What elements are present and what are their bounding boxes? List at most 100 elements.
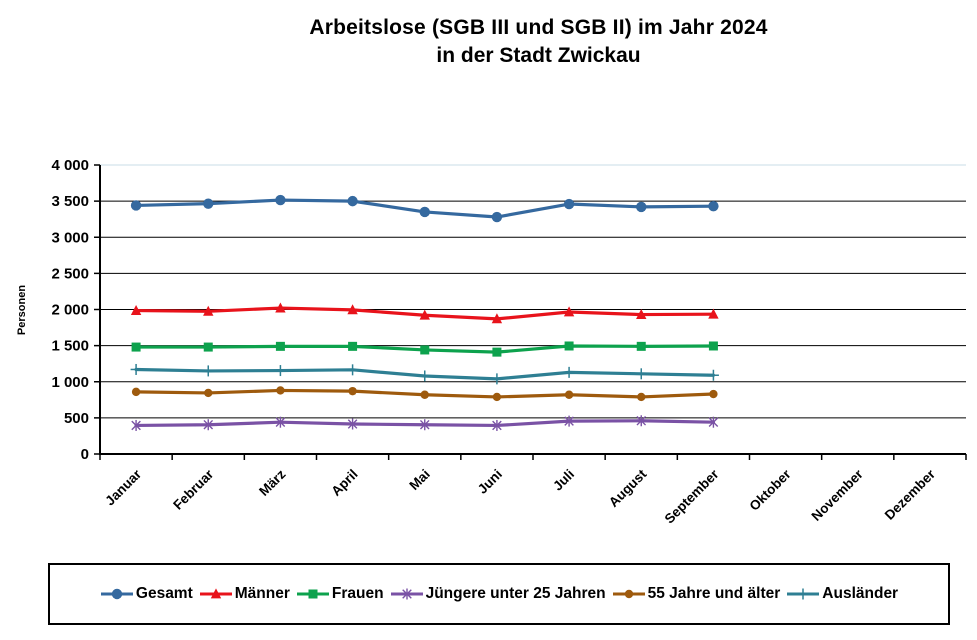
data-point-marker: [275, 302, 286, 313]
legend-label: Männer: [234, 585, 290, 602]
data-point-marker: [420, 390, 429, 399]
data-point-marker: [637, 392, 646, 402]
legend-key-square-icon: [296, 589, 329, 599]
data-point-marker: [707, 369, 719, 381]
data-point-marker: [274, 365, 286, 377]
y-axis-label: 2 500: [51, 265, 89, 282]
series-55-jahre-und-älter: [131, 386, 718, 402]
data-point-marker: [348, 341, 358, 351]
data-point-marker: [709, 389, 718, 399]
series-ausländer: [130, 363, 719, 385]
data-point-marker: [204, 388, 213, 398]
data-point-marker: [130, 200, 142, 211]
data-point-marker: [563, 366, 575, 378]
data-point-marker: [348, 386, 357, 396]
chart-title: Arbeitslose (SGB III und SGB II) im Jahr…: [309, 16, 768, 39]
y-axis-label: 2 000: [51, 302, 89, 319]
series-männer: [130, 302, 719, 324]
data-point-marker: [708, 200, 719, 212]
data-point-marker: [492, 392, 502, 402]
legend-item-frauen: Frauen: [296, 585, 384, 603]
data-point-marker: [797, 588, 809, 600]
legend-key-dot-icon: [612, 589, 645, 599]
y-axis-label: 1 000: [51, 374, 89, 391]
y-axis-label: 0: [81, 446, 89, 463]
y-axis-label: 3 500: [51, 193, 89, 210]
legend-key-circle-icon: [100, 588, 133, 600]
data-point-marker: [308, 589, 318, 599]
data-point-marker: [564, 415, 574, 427]
data-point-marker: [708, 416, 719, 428]
data-point-marker: [564, 390, 574, 399]
x-axis-label: August: [606, 466, 650, 510]
legend-label: Gesamt: [135, 585, 193, 602]
x-axis-label: Juli: [550, 467, 577, 494]
legend-label: Jüngere unter 25 Jahren: [425, 585, 606, 602]
data-point-marker: [276, 386, 285, 395]
data-point-marker: [708, 341, 718, 351]
data-point-marker: [491, 313, 503, 324]
y-axis-label: 4 000: [51, 157, 89, 174]
y-axis-label: 3 000: [51, 229, 89, 246]
data-point-marker: [564, 341, 574, 351]
x-axis-label: September: [662, 466, 722, 526]
legend-key-asterisk-icon: [390, 588, 423, 600]
data-point-marker: [131, 342, 141, 352]
data-point-marker: [275, 194, 286, 206]
data-point-marker: [203, 342, 213, 352]
data-point-marker: [624, 589, 633, 599]
legend-key-plus-icon: [787, 588, 820, 600]
data-point-marker: [347, 304, 358, 315]
data-point-marker: [419, 309, 430, 320]
data-point-marker: [202, 365, 214, 377]
data-point-marker: [636, 415, 647, 427]
y-axis-label: 1 500: [51, 338, 89, 355]
data-point-marker: [419, 419, 430, 431]
legend-item-jüngere-unter-25-jahren: Jüngere unter 25 Jahren: [390, 585, 606, 603]
series-gesamt: [130, 194, 719, 223]
data-point-marker: [131, 419, 141, 431]
line-chart-plot-area: 0 500 1 000 1 500 2 000 2 500 3 000 3 500 4 000 J…: [51, 157, 967, 526]
data-point-marker: [275, 416, 286, 428]
data-point-marker: [401, 588, 412, 600]
legend-item-männer: Männer: [199, 585, 290, 603]
data-point-marker: [491, 373, 503, 385]
data-point-marker: [130, 304, 142, 315]
data-point-marker: [419, 370, 431, 382]
data-point-marker: [130, 363, 142, 375]
data-point-marker: [203, 419, 214, 431]
data-point-marker: [347, 418, 358, 430]
x-axis-label: März: [256, 466, 289, 499]
data-point-marker: [635, 368, 647, 380]
data-point-marker: [636, 308, 647, 319]
data-point-marker: [636, 341, 646, 351]
data-point-marker: [563, 306, 575, 317]
y-axis-label: 500: [64, 410, 89, 427]
data-point-marker: [111, 588, 123, 600]
legend-item-ausländer: Ausländer: [786, 585, 898, 603]
data-point-marker: [275, 341, 285, 351]
x-axis-label: Mai: [406, 467, 433, 494]
data-point-marker: [210, 588, 221, 599]
data-point-marker: [492, 419, 502, 431]
legend-item-gesamt: Gesamt: [100, 585, 193, 603]
data-point-marker: [347, 364, 359, 376]
legend-label: Ausländer: [822, 585, 899, 602]
x-axis-label: Januar: [102, 466, 144, 508]
data-point-marker: [491, 211, 503, 223]
series-jüngere-unter-25-jahren: [131, 415, 719, 431]
x-axis-label: November: [809, 466, 867, 524]
data-point-marker: [131, 387, 141, 397]
legend-label: Frauen: [331, 585, 384, 602]
data-point-marker: [708, 308, 719, 319]
legend-item-55-jahre-und-älter: 55 Jahre und älter: [612, 585, 781, 603]
chart-subtitle: in der Stadt Zwickau: [436, 44, 641, 67]
x-axis-label: April: [328, 467, 360, 499]
x-axis-label: Dezember: [882, 466, 939, 523]
legend-key-triangle-icon: [199, 588, 232, 599]
data-point-marker: [203, 305, 214, 316]
data-point-marker: [203, 198, 214, 209]
legend-label: 55 Jahre und älter: [647, 585, 781, 602]
data-point-marker: [420, 345, 430, 355]
